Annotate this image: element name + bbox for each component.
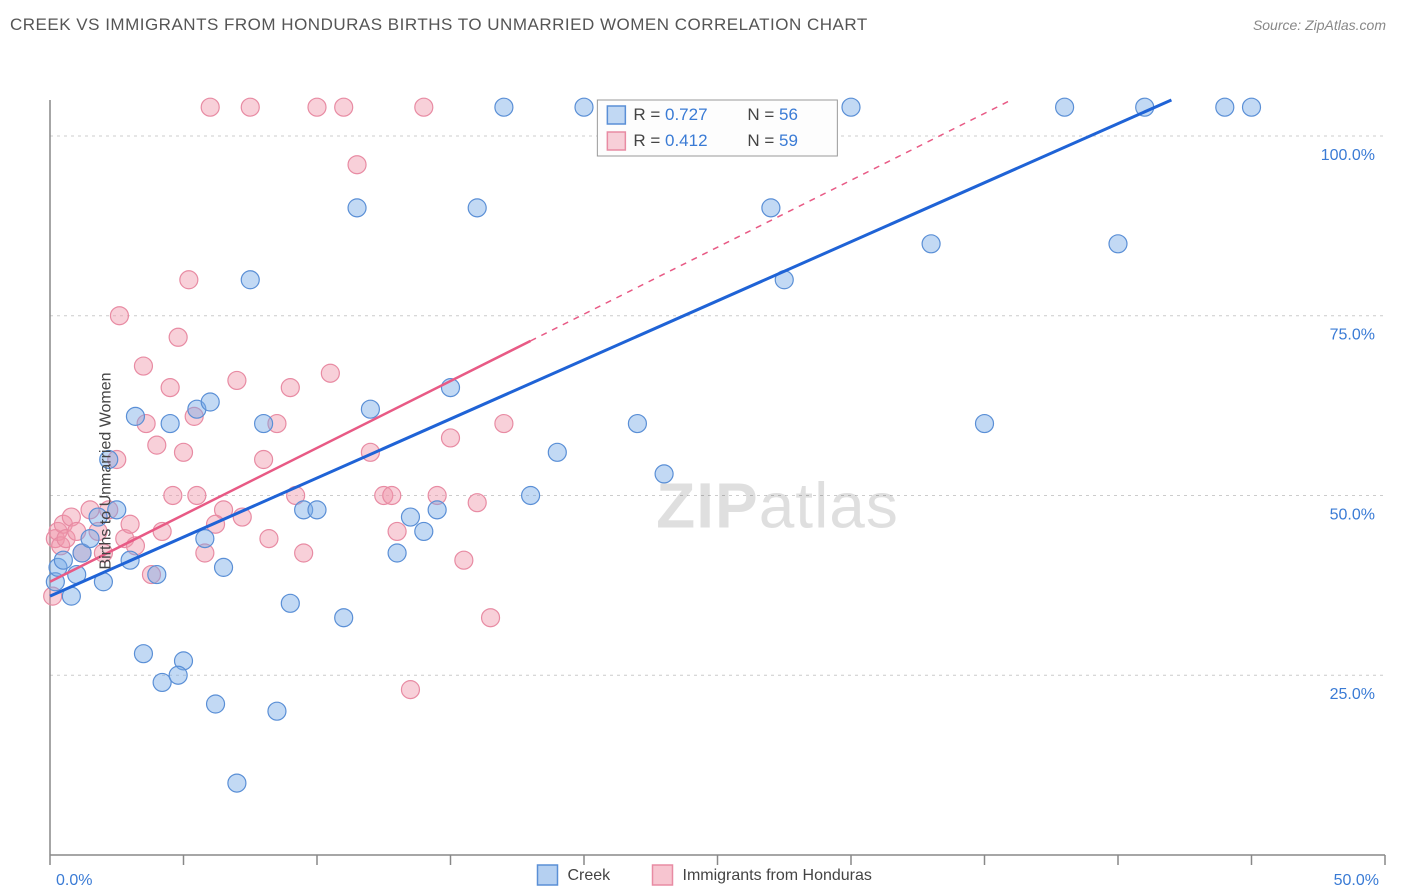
data-point: [153, 673, 171, 691]
data-point: [161, 415, 179, 433]
data-point: [281, 594, 299, 612]
data-point: [241, 271, 259, 289]
data-point: [976, 415, 994, 433]
data-point: [260, 530, 278, 548]
legend-swatch: [538, 865, 558, 885]
data-point: [522, 486, 540, 504]
data-point: [628, 415, 646, 433]
data-point: [468, 199, 486, 217]
data-point: [228, 371, 246, 389]
data-point: [295, 544, 313, 562]
data-point: [268, 702, 286, 720]
data-point: [415, 98, 433, 116]
data-point: [575, 98, 593, 116]
y-axis-label: Births to Unmarried Women: [98, 372, 116, 569]
stat-r-label: R = 0.412: [633, 131, 707, 150]
data-point: [762, 199, 780, 217]
data-point: [81, 530, 99, 548]
data-point: [361, 400, 379, 418]
x-tick-label: 50.0%: [1334, 872, 1379, 889]
data-point: [428, 501, 446, 519]
data-point: [126, 407, 144, 425]
data-point: [348, 199, 366, 217]
data-point: [148, 436, 166, 454]
correlation-scatter-chart: 25.0% 50.0% 75.0% 100.0% 0.0% 50.0% ZIPatlas R …: [0, 50, 1406, 892]
data-point: [215, 558, 233, 576]
data-point: [169, 666, 187, 684]
data-point: [134, 357, 152, 375]
data-point: [281, 379, 299, 397]
data-point: [388, 544, 406, 562]
data-point: [164, 486, 182, 504]
data-point: [121, 515, 139, 533]
y-tick-label: 25.0%: [1330, 686, 1375, 703]
legend-swatch: [607, 106, 625, 124]
data-point: [110, 307, 128, 325]
stat-r-label: R = 0.727: [633, 105, 707, 124]
data-point: [401, 508, 419, 526]
data-point: [548, 443, 566, 461]
data-point: [655, 465, 673, 483]
data-point: [321, 364, 339, 382]
watermark: ZIPatlas: [656, 470, 899, 542]
data-point: [388, 522, 406, 540]
stat-n-label: N = 56: [747, 105, 798, 124]
data-point: [228, 774, 246, 792]
data-point: [255, 451, 273, 469]
data-point: [207, 695, 225, 713]
data-point: [415, 522, 433, 540]
data-point: [922, 235, 940, 253]
data-point: [482, 609, 500, 627]
trend-line: [50, 100, 1171, 596]
legend-swatch: [607, 132, 625, 150]
data-point: [196, 530, 214, 548]
chart-title: CREEK VS IMMIGRANTS FROM HONDURAS BIRTHS…: [10, 15, 868, 35]
y-tick-label: 75.0%: [1330, 327, 1375, 344]
data-point: [308, 501, 326, 519]
data-point: [175, 443, 193, 461]
data-point: [169, 328, 187, 346]
data-point: [1056, 98, 1074, 116]
data-point: [383, 486, 401, 504]
data-point: [1109, 235, 1127, 253]
data-point: [335, 609, 353, 627]
data-point: [54, 551, 72, 569]
data-point: [401, 681, 419, 699]
legend-label: Immigrants from Honduras: [683, 867, 872, 884]
data-point: [335, 98, 353, 116]
data-point: [255, 415, 273, 433]
data-point: [161, 379, 179, 397]
source-attribution: Source: ZipAtlas.com: [1253, 17, 1386, 33]
data-point: [188, 486, 206, 504]
data-point: [495, 415, 513, 433]
legend-label: Creek: [568, 867, 612, 884]
data-point: [1216, 98, 1234, 116]
data-point: [348, 156, 366, 174]
data-point: [455, 551, 473, 569]
data-point: [180, 271, 198, 289]
data-point: [442, 429, 460, 447]
data-point: [495, 98, 513, 116]
data-point: [468, 494, 486, 512]
data-point: [134, 645, 152, 663]
data-point: [1243, 98, 1261, 116]
data-point: [201, 393, 219, 411]
legend-swatch: [653, 865, 673, 885]
y-tick-label: 50.0%: [1330, 506, 1375, 523]
stat-n-label: N = 59: [747, 131, 798, 150]
y-tick-label: 100.0%: [1321, 147, 1375, 164]
data-point: [842, 98, 860, 116]
x-tick-label: 0.0%: [56, 872, 92, 889]
data-point: [308, 98, 326, 116]
data-point: [148, 566, 166, 584]
data-point: [201, 98, 219, 116]
data-point: [241, 98, 259, 116]
